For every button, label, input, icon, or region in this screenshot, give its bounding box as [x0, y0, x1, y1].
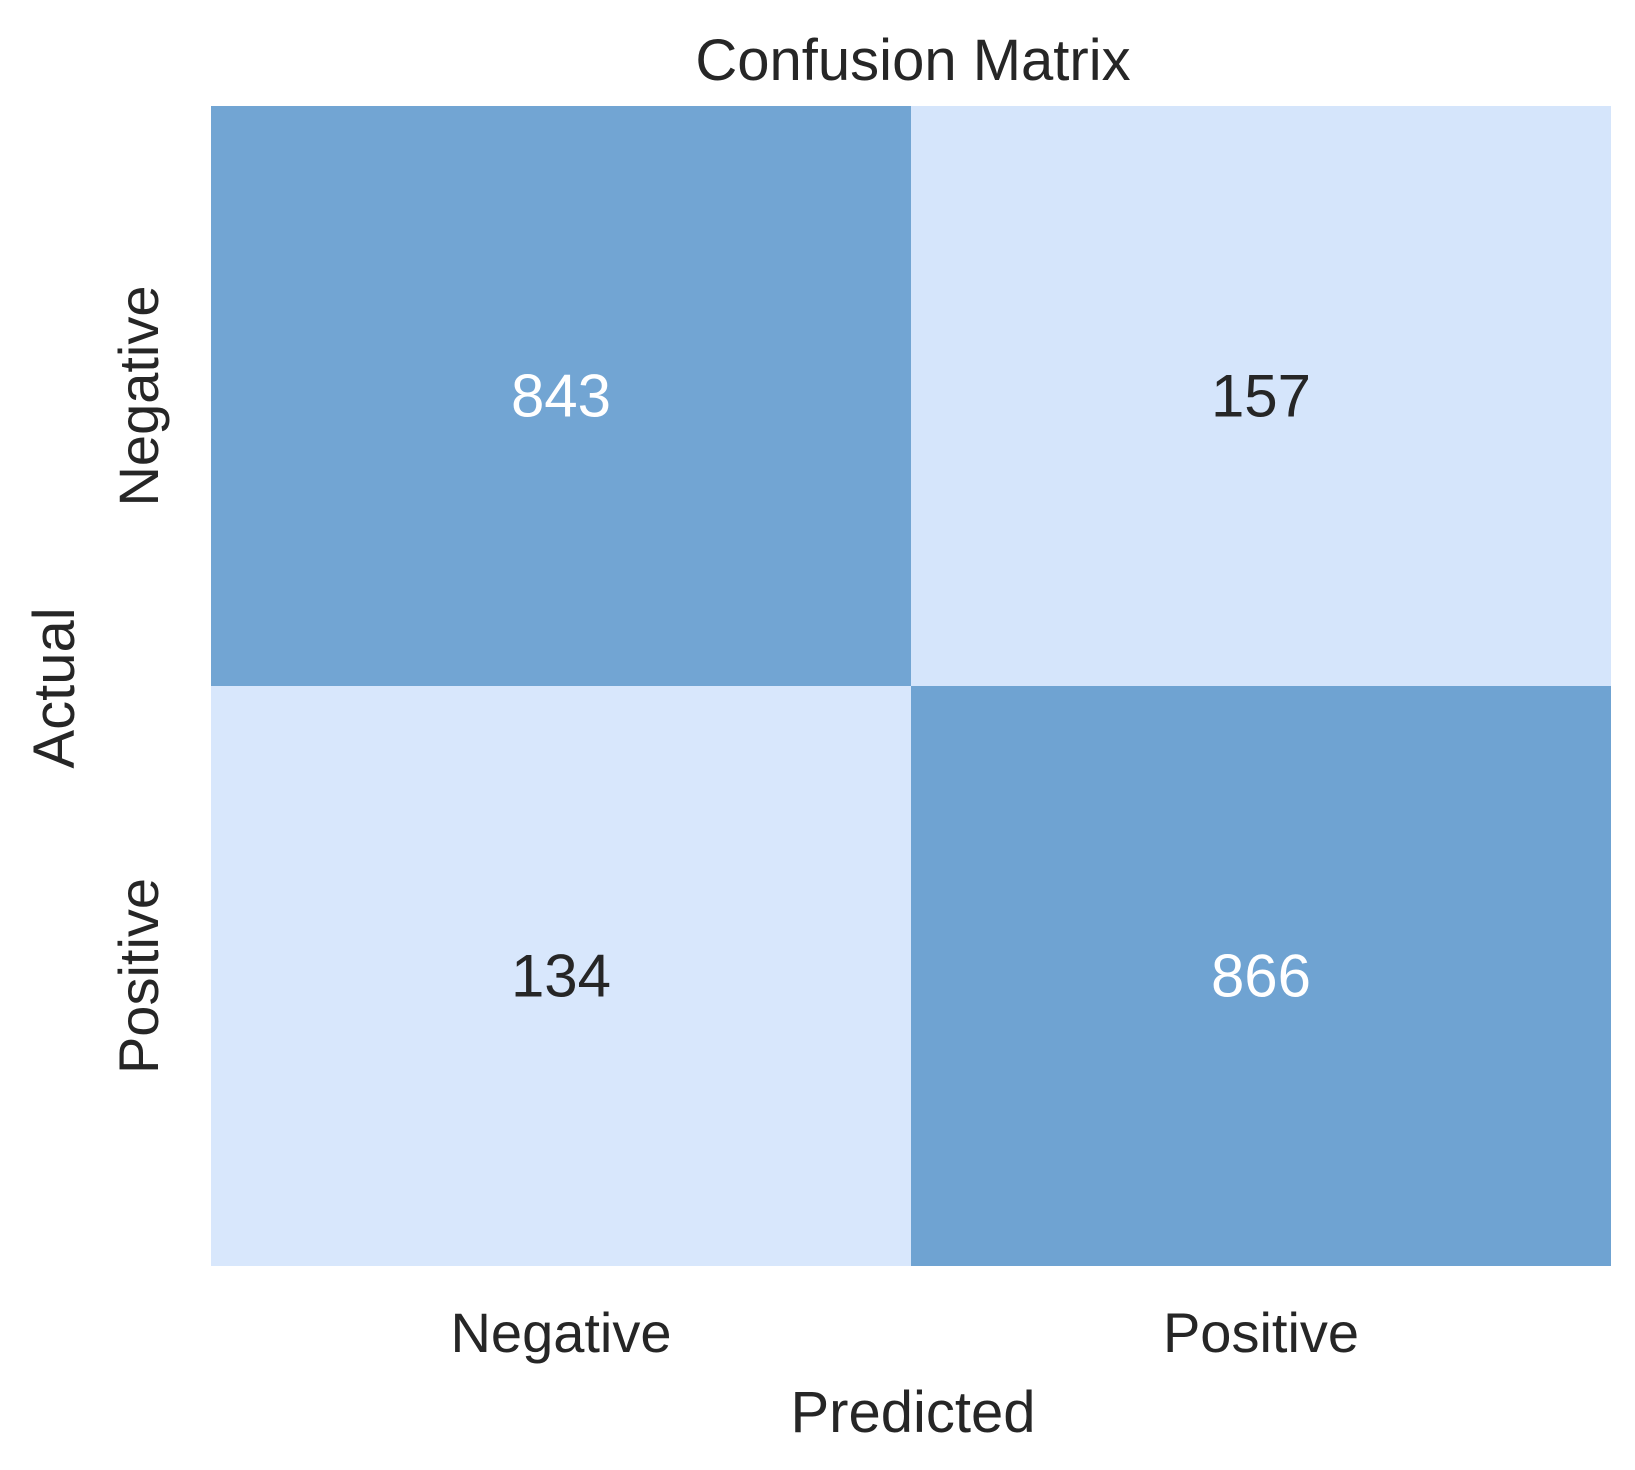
- heatmap-cell-r0-c1: [911, 106, 1611, 686]
- cell-value-r1-c1: 866: [1211, 943, 1311, 1010]
- x-tick-labels: Negative Positive: [450, 1301, 1359, 1364]
- y-tick-label-negative: Negative: [107, 285, 170, 506]
- heatmap-cell-r0-c0: [211, 106, 911, 686]
- heatmap-cells: [211, 106, 1611, 1266]
- cell-value-r0-c0: 843: [511, 363, 611, 430]
- heatmap-cell-labels: 843 157 134 866: [511, 363, 1311, 1010]
- heatmap-cell-r1-c0: [211, 686, 911, 1266]
- cell-value-r0-c1: 157: [1211, 363, 1311, 430]
- x-tick-label-positive: Positive: [1163, 1301, 1359, 1364]
- y-tick-label-positive: Positive: [107, 878, 170, 1074]
- cell-value-r1-c0: 134: [511, 943, 611, 1010]
- y-axis-label: Actual: [22, 607, 87, 768]
- heatmap-cell-r1-c1: [911, 686, 1611, 1266]
- x-axis-label: Predicted: [790, 1380, 1035, 1445]
- chart-title: Confusion Matrix: [695, 28, 1130, 93]
- x-tick-label-negative: Negative: [450, 1301, 671, 1364]
- y-tick-labels: Negative Positive: [107, 285, 170, 1074]
